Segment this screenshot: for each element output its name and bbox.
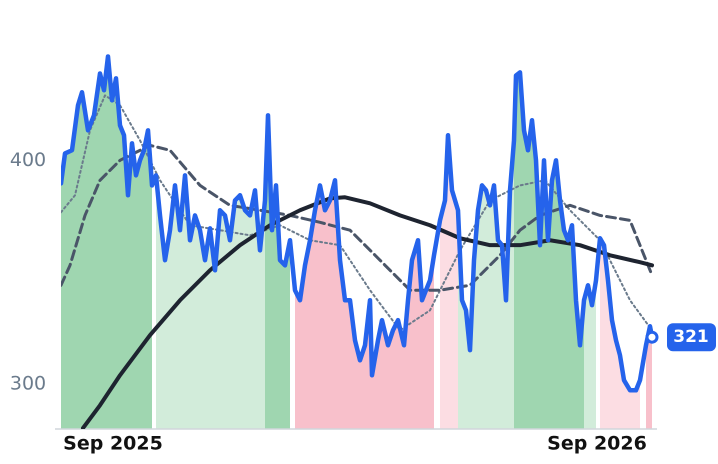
band-area: [458, 140, 514, 429]
last-value-badge: [667, 323, 716, 352]
band-area: [61, 56, 152, 430]
last-value-label: 321: [673, 327, 709, 347]
x-tick-label: Sep 2025: [63, 433, 163, 455]
x-tick-label: Sep 2026: [547, 433, 647, 455]
band-area: [265, 115, 290, 429]
band-area: [646, 326, 652, 429]
series-line: [61, 54, 655, 393]
band-area: [600, 238, 640, 429]
last-point: [645, 330, 659, 344]
band-area: [295, 180, 434, 429]
series-line: [81, 195, 654, 429]
lines: [61, 54, 655, 429]
band-area: [584, 280, 596, 429]
y-tick-label: 400: [10, 149, 46, 171]
y-tick-label: 300: [10, 373, 46, 395]
band-area: [156, 175, 265, 429]
band-area: [514, 72, 584, 429]
